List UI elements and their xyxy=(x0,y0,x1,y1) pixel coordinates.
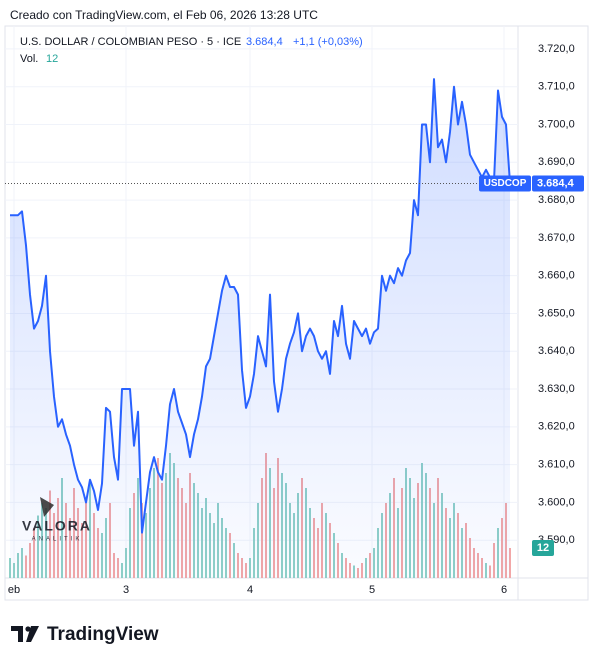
y-tick-label: 3.630,0 xyxy=(538,383,575,395)
volume-badge xyxy=(532,540,554,556)
y-tick-label: 3.600,0 xyxy=(538,496,575,508)
y-tick-label: 3.610,0 xyxy=(538,459,575,471)
x-tick-label: eb xyxy=(8,584,20,596)
y-tick-label: 3.700,0 xyxy=(538,118,575,130)
volume-legend-value: 12 xyxy=(46,53,58,65)
y-tick-label: 3.620,0 xyxy=(538,421,575,433)
price-badge xyxy=(532,175,584,192)
legend-change: +1,1 (+0,03%) xyxy=(293,36,363,48)
legend-title: U.S. DOLLAR / COLOMBIAN PESO · 5 · ICE xyxy=(20,36,241,48)
x-tick-label: 4 xyxy=(247,584,253,596)
x-tick-label: 5 xyxy=(369,584,375,596)
y-tick-label: 3.660,0 xyxy=(538,270,575,282)
volume-legend: Vol. xyxy=(20,53,38,65)
y-tick-label: 3.640,0 xyxy=(538,345,575,357)
watermark: VALORA ANALITIK xyxy=(22,497,92,543)
symbol-badge xyxy=(479,175,531,192)
price-line xyxy=(10,78,511,534)
y-tick-label: 3.680,0 xyxy=(538,194,575,206)
watermark-title: VALORA xyxy=(22,518,92,534)
logo xyxy=(11,626,39,642)
header: Creado con TradingView.com, el Feb 06, 2… xyxy=(10,8,318,22)
symbol-label: USDCOP xyxy=(484,178,527,189)
x-tick-label: 6 xyxy=(501,584,507,596)
area xyxy=(10,79,510,578)
price-label: 3.684,4 xyxy=(537,177,575,189)
y-tick-label: 3.710,0 xyxy=(538,81,575,93)
y-tick-label: 3.690,0 xyxy=(538,156,575,168)
legend-price: 3.684,4 xyxy=(246,36,283,48)
watermark-subtitle: ANALITIK xyxy=(32,537,83,543)
y-tick-label: 3.720,0 xyxy=(538,43,575,55)
x-tick-label: 3 xyxy=(123,584,129,596)
logo-text: TradingView xyxy=(47,624,159,645)
y-tick-label: 3.670,0 xyxy=(538,232,575,244)
y-tick-label: 3.650,0 xyxy=(538,307,575,319)
volume-badge-label: 12 xyxy=(537,542,549,554)
